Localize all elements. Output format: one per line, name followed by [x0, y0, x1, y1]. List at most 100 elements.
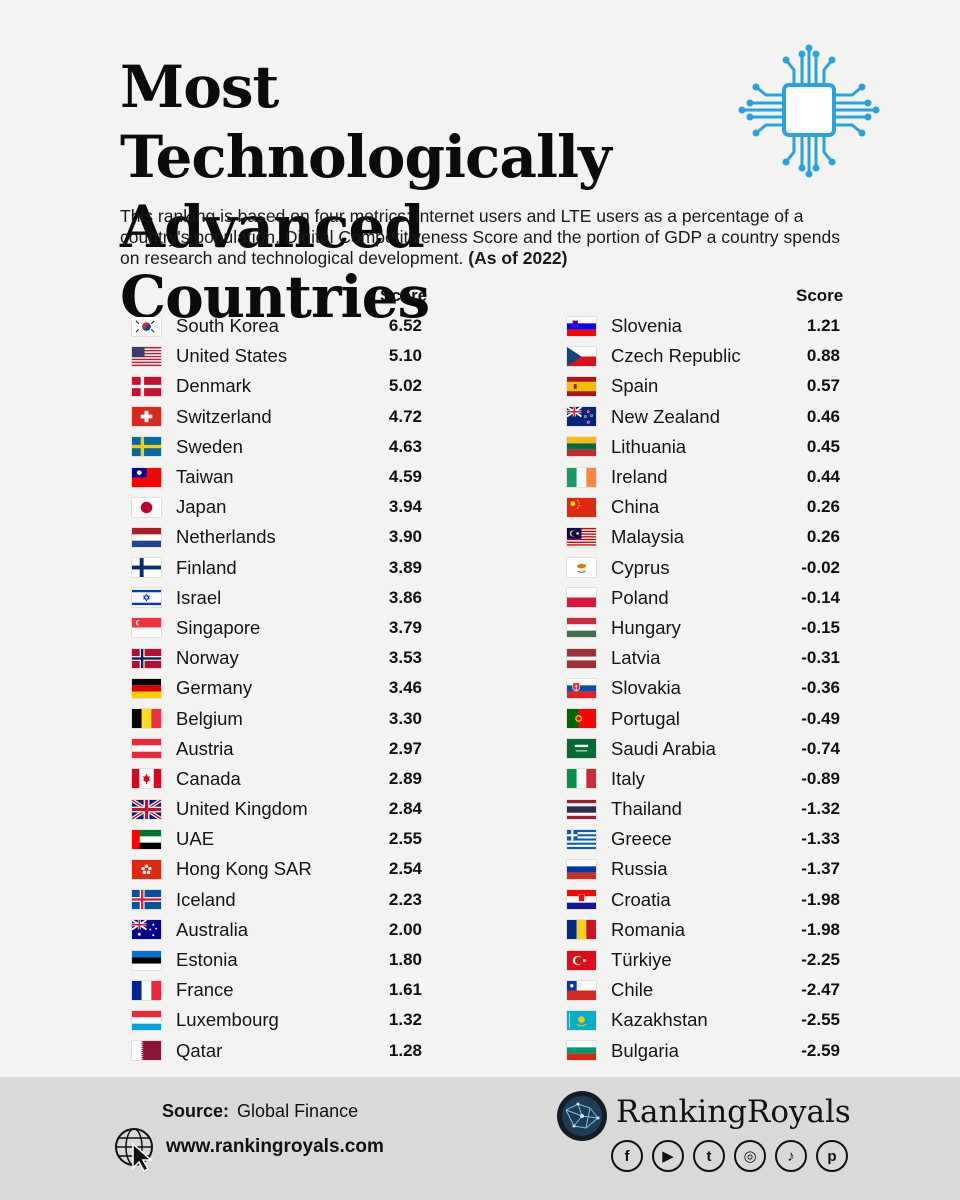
ranking-row: Spain 0.57	[567, 371, 857, 401]
ranking-row: Germany 3.46	[132, 673, 432, 703]
score-value: -0.15	[801, 617, 840, 637]
flag-finland-icon	[132, 558, 161, 578]
ranking-row: Sweden 4.63	[132, 432, 432, 462]
youtube-icon[interactable]: ▶	[652, 1140, 684, 1172]
flag-czech-republic-icon	[567, 346, 596, 366]
score-value: -2.55	[801, 1010, 840, 1030]
score-value: 5.02	[388, 376, 422, 396]
country-name: Sweden	[176, 435, 243, 457]
score-value: 4.63	[388, 436, 422, 456]
pinterest-icon[interactable]: p	[816, 1140, 848, 1172]
flag-iceland-icon	[132, 890, 161, 910]
country-name: Denmark	[176, 375, 252, 397]
ranking-row: Hong Kong SAR 2.54	[132, 854, 432, 884]
social-links: f ▶ t ◎ ♪ p	[611, 1140, 848, 1172]
flag-france-icon	[132, 980, 161, 1000]
flag-hungary-icon	[567, 618, 596, 638]
score-value: 6.52	[388, 316, 422, 336]
flag-austria-icon	[132, 739, 161, 759]
country-name: Netherlands	[176, 526, 276, 548]
website-link[interactable]: www.rankingroyals.com	[166, 1136, 384, 1157]
country-name: UAE	[176, 828, 215, 850]
ranking-row: UAE 2.55	[132, 824, 432, 854]
score-value: 3.79	[388, 617, 422, 637]
country-name: Spain	[611, 375, 659, 397]
score-value: -1.32	[801, 799, 840, 819]
flag-netherlands-icon	[132, 527, 161, 547]
facebook-icon[interactable]: f	[611, 1140, 643, 1172]
ranking-row: Japan 3.94	[132, 492, 432, 522]
country-name: Canada	[176, 767, 241, 789]
flag-hong-kong-sar-icon	[132, 859, 161, 879]
flag-uae-icon	[132, 829, 161, 849]
ranking-row: Slovakia -0.36	[567, 673, 857, 703]
score-value: 5.10	[388, 346, 422, 366]
flag-saudi-arabia-icon	[567, 739, 596, 759]
ranking-row: Kazakhstan -2.55	[567, 1005, 857, 1035]
country-name: Malaysia	[611, 526, 684, 548]
ranking-row: Hungary -0.15	[567, 613, 857, 643]
country-name: Chile	[611, 979, 654, 1001]
country-name: Estonia	[176, 949, 238, 971]
ranking-row: Ireland 0.44	[567, 462, 857, 492]
score-value: 1.21	[806, 316, 840, 336]
score-value: 2.84	[388, 799, 422, 819]
ranking-list-left: South Korea 6.52 United States 5.10 Denmark 5…	[132, 311, 432, 1066]
score-value: 2.89	[388, 768, 422, 788]
country-name: Slovenia	[611, 315, 682, 337]
twitter-icon[interactable]: t	[693, 1140, 725, 1172]
flag-thailand-icon	[567, 799, 596, 819]
flag-turkiye-icon	[567, 950, 596, 970]
country-name: Cyprus	[611, 556, 670, 578]
score-value: 0.44	[806, 467, 840, 487]
score-value: 1.28	[388, 1040, 422, 1060]
ranking-row: Belgium 3.30	[132, 703, 432, 733]
ranking-row: Australia 2.00	[132, 915, 432, 945]
score-value: 2.00	[388, 919, 422, 939]
score-value: 2.54	[388, 859, 422, 879]
flag-romania-icon	[567, 920, 596, 940]
score-value: -0.74	[801, 738, 840, 758]
flag-poland-icon	[567, 588, 596, 608]
score-value: 1.61	[388, 980, 422, 1000]
country-name: Lithuania	[611, 435, 687, 457]
score-value: 0.57	[806, 376, 840, 396]
flag-estonia-icon	[132, 950, 161, 970]
country-name: Greece	[611, 828, 672, 850]
instagram-icon[interactable]: ◎	[734, 1140, 766, 1172]
flag-malaysia-icon	[567, 527, 596, 547]
ranking-row: China 0.26	[567, 492, 857, 522]
ranking-row: Portugal -0.49	[567, 703, 857, 733]
footer	[0, 1077, 960, 1200]
flag-chile-icon	[567, 980, 596, 1000]
flag-portugal-icon	[567, 709, 596, 729]
country-name: Israel	[176, 586, 222, 608]
web-cursor-icon	[115, 1128, 153, 1172]
ranking-row: Latvia -0.31	[567, 643, 857, 673]
ranking-row: Austria 2.97	[132, 734, 432, 764]
score-value: -0.31	[801, 648, 840, 668]
country-name: Croatia	[611, 888, 671, 910]
country-name: Portugal	[611, 707, 680, 729]
score-value: 0.46	[806, 406, 840, 426]
source-label: Source:	[162, 1101, 230, 1121]
flag-russia-icon	[567, 859, 596, 879]
country-name: Russia	[611, 858, 668, 880]
ranking-row: Luxembourg 1.32	[132, 1005, 432, 1035]
ranking-row: Slovenia 1.21	[567, 311, 857, 341]
score-value: -1.37	[801, 859, 840, 879]
country-name: United Kingdom	[176, 798, 308, 820]
flag-japan-icon	[132, 497, 161, 517]
score-value: 4.59	[388, 467, 422, 487]
score-value: 3.89	[388, 557, 422, 577]
score-value: -1.98	[801, 889, 840, 909]
ranking-row: Malaysia 0.26	[567, 522, 857, 552]
title-line-2: Advanced Countries	[120, 193, 430, 331]
country-name: Taiwan	[176, 466, 234, 488]
score-value: -2.59	[801, 1040, 840, 1060]
ranking-row: Italy -0.89	[567, 764, 857, 794]
tiktok-icon[interactable]: ♪	[775, 1140, 807, 1172]
ranking-row: New Zealand 0.46	[567, 402, 857, 432]
country-name: Italy	[611, 767, 645, 789]
ranking-row: Czech Republic 0.88	[567, 341, 857, 371]
